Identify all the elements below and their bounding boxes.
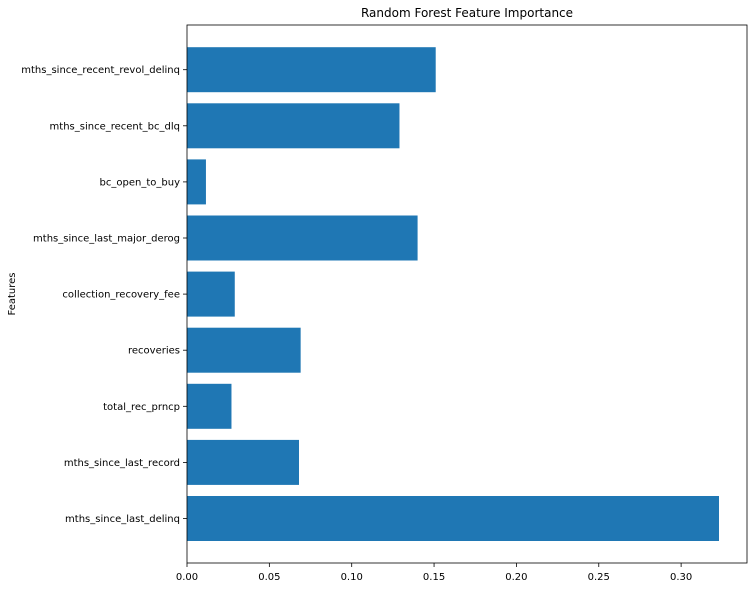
x-axis-ticks: 0.00 0.05 0.10 0.15 0.20 0.25 0.30 bbox=[176, 563, 692, 583]
y-tick-label: mths_since_last_major_derog bbox=[33, 234, 180, 245]
y-tick-label: mths_since_last_delinq bbox=[65, 514, 180, 525]
plot-frame bbox=[186, 24, 748, 564]
x-tick-label: 0.25 bbox=[588, 572, 610, 583]
y-tick-label: total_rec_prncp bbox=[103, 402, 180, 413]
y-tick-label: mths_since_recent_revol_delinq bbox=[21, 65, 180, 76]
x-tick-label: 0.10 bbox=[341, 572, 363, 583]
y-tick-label: mths_since_last_record bbox=[64, 458, 180, 469]
bar-recoveries bbox=[187, 327, 301, 373]
x-tick-label: 0.30 bbox=[670, 572, 692, 583]
x-tick-label: 0.00 bbox=[176, 572, 198, 583]
x-tick-label: 0.20 bbox=[505, 572, 527, 583]
y-tick-label: bc_open_to_buy bbox=[100, 177, 181, 188]
y-tick-label: recoveries bbox=[128, 346, 180, 357]
bar-total-rec-prncp bbox=[187, 383, 232, 429]
y-axis-label: Features bbox=[7, 273, 18, 316]
x-tick-label: 0.05 bbox=[258, 572, 280, 583]
bar-collection-recovery-fee bbox=[187, 271, 235, 317]
y-tick-label: collection_recovery_fee bbox=[62, 290, 180, 301]
x-tick-label: 0.15 bbox=[423, 572, 445, 583]
bar-mths-since-last-major-derog bbox=[187, 215, 418, 261]
y-axis-ticks: mths_since_last_delinq mths_since_last_re… bbox=[21, 65, 187, 525]
bar-mths-since-recent-revol-delinq bbox=[187, 47, 436, 93]
bar-bc-open-to-buy bbox=[187, 159, 206, 205]
bar-mths-since-last-record bbox=[187, 439, 299, 485]
chart-title: Random Forest Feature Importance bbox=[361, 6, 573, 20]
y-tick-label: mths_since_recent_bc_dlq bbox=[50, 121, 180, 132]
bars-group bbox=[187, 47, 719, 541]
bar-mths-since-last-delinq bbox=[187, 496, 719, 541]
bar-mths-since-recent-bc-dlq bbox=[187, 103, 400, 149]
